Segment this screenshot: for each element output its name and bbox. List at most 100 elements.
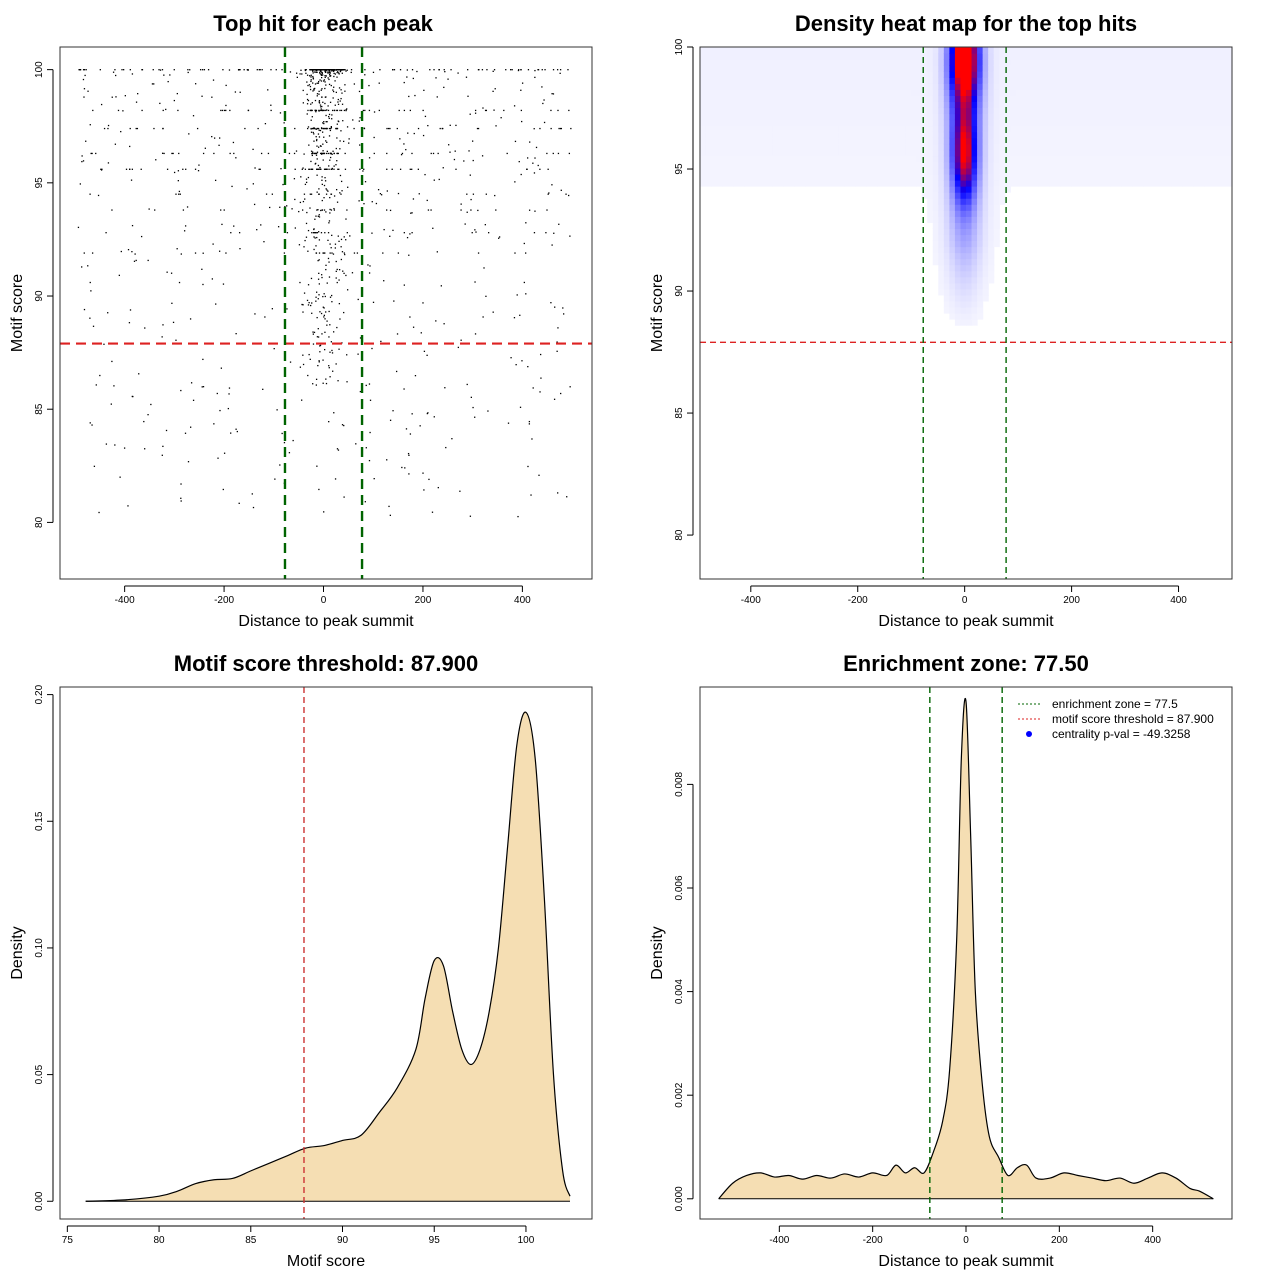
heatmap-cell	[1143, 53, 1150, 60]
distance-density-x-tick-label: 200	[1051, 1235, 1068, 1246]
scatter-point	[258, 168, 260, 170]
heatmap-cell	[1026, 71, 1034, 78]
scatter-x-tick-label: -400	[115, 595, 135, 606]
heatmap-cell	[777, 83, 784, 90]
heatmap-cell	[1110, 173, 1117, 181]
scatter-point	[363, 127, 366, 130]
heatmap-cell	[888, 143, 895, 151]
heatmap-cell	[960, 294, 967, 302]
scatter-point	[377, 189, 380, 191]
heatmap-cell	[1010, 143, 1017, 151]
heatmap-cell	[1110, 113, 1117, 121]
heatmap-cell	[1204, 119, 1211, 127]
scatter-point	[416, 70, 418, 73]
heatmap-cell	[1032, 53, 1039, 60]
scatter-point	[305, 236, 308, 238]
heatmap-cell	[1115, 125, 1122, 133]
heatmap-y-tick-label: 100	[674, 38, 685, 55]
scatter-point	[403, 81, 405, 84]
heatmap-cell	[993, 71, 1000, 78]
heatmap-cell	[1010, 167, 1017, 175]
scatter-point	[525, 222, 527, 224]
scatter-point	[321, 276, 323, 279]
scatter-point	[557, 109, 559, 112]
heatmap-cell	[1154, 113, 1161, 121]
heatmap-cell	[1010, 65, 1017, 72]
heatmap-cell	[999, 155, 1006, 163]
heatmap-cell	[1049, 119, 1056, 127]
heatmap-cell	[838, 125, 845, 133]
heatmap-cell	[777, 131, 784, 139]
scatter-point	[318, 252, 321, 254]
heatmap-cell	[821, 59, 829, 66]
heatmap-cell	[788, 161, 795, 169]
scatter-point	[312, 127, 314, 130]
heatmap-cell	[1126, 53, 1133, 60]
scatter-point	[319, 69, 321, 71]
heatmap-cell	[766, 77, 773, 84]
heatmap-cell	[1187, 149, 1194, 157]
heatmap-cell	[1115, 131, 1122, 139]
scatter-point	[319, 79, 321, 81]
scatter-point	[341, 424, 344, 426]
heatmap-cell	[1082, 131, 1089, 139]
scatter-point	[326, 150, 328, 153]
heatmap-cell	[766, 125, 773, 133]
heatmap-cell	[733, 53, 740, 60]
heatmap-cell	[949, 264, 956, 272]
heatmap-cell	[988, 137, 995, 145]
scatter-point	[333, 72, 335, 75]
scatter-point	[346, 381, 348, 383]
scatter-point	[543, 121, 546, 124]
heatmap-cell	[794, 107, 801, 115]
heatmap-cell	[1176, 149, 1183, 157]
heatmap-cell	[1148, 89, 1156, 96]
heatmap-cell	[1187, 95, 1194, 103]
heatmap-cell	[711, 71, 718, 78]
heatmap-cell	[1198, 89, 1205, 96]
scatter-point	[319, 70, 322, 72]
heatmap-cell	[772, 180, 779, 187]
heatmap-cell	[882, 167, 890, 175]
score-density-area	[85, 712, 570, 1202]
heatmap-cell	[799, 95, 806, 103]
heatmap-cell	[816, 149, 823, 157]
scatter-point	[318, 216, 321, 218]
heatmap-cell	[1121, 47, 1128, 54]
scatter-point	[85, 140, 87, 142]
scatter-point	[144, 448, 146, 450]
heatmap-cell	[1137, 131, 1144, 139]
heatmap-cell	[821, 77, 829, 84]
heatmap-cell	[855, 149, 862, 157]
heatmap-cell	[1004, 83, 1011, 90]
heatmap-cell	[1054, 131, 1061, 139]
scatter-point	[513, 105, 516, 107]
scatter-point	[247, 69, 249, 71]
heatmap-cell	[1082, 149, 1089, 157]
heatmap-cell	[1176, 107, 1183, 115]
heatmap-cell	[938, 204, 945, 211]
heatmap-cell	[860, 59, 867, 66]
heatmap-cell	[938, 137, 945, 145]
heatmap-cell	[1015, 119, 1023, 127]
heatmap-cell	[1198, 137, 1205, 145]
heatmap-cell	[877, 59, 884, 66]
heatmap-cell	[700, 83, 707, 90]
heatmap-cell	[1065, 83, 1072, 90]
heatmap-cell	[943, 71, 950, 78]
heatmap-cell	[943, 228, 950, 236]
heatmap-cell	[966, 234, 973, 242]
heatmap-cell	[882, 89, 890, 96]
heatmap-cell	[938, 246, 945, 254]
heatmap-cell	[943, 264, 950, 272]
heatmap-cell	[755, 77, 762, 84]
heatmap-cell	[1226, 65, 1233, 72]
heatmap-cell	[794, 71, 801, 78]
heatmap-cell	[938, 264, 945, 272]
heatmap-cell	[799, 131, 806, 139]
scatter-point	[95, 384, 97, 386]
heatmap-cell	[1226, 119, 1233, 127]
heatmap-cell	[960, 228, 967, 236]
heatmap-cell	[1126, 47, 1133, 54]
